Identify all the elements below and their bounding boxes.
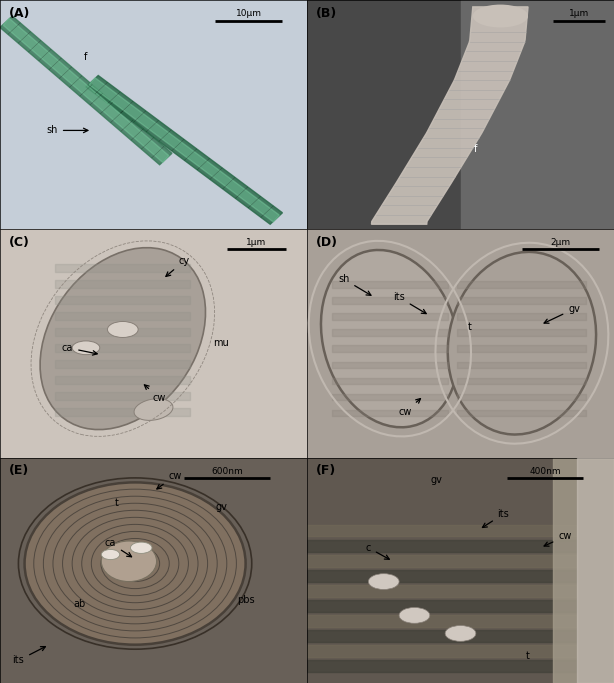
- Polygon shape: [553, 458, 614, 683]
- Text: f: f: [84, 52, 88, 62]
- Text: cw: cw: [144, 385, 166, 403]
- Text: t: t: [526, 651, 530, 661]
- Text: mu: mu: [213, 338, 229, 348]
- Ellipse shape: [72, 341, 99, 354]
- Text: cw: cw: [398, 399, 421, 417]
- Text: ca: ca: [105, 538, 131, 557]
- Text: cw: cw: [544, 531, 572, 546]
- Ellipse shape: [368, 574, 399, 589]
- Ellipse shape: [473, 5, 528, 27]
- Text: cw: cw: [157, 471, 182, 489]
- Text: c: c: [366, 543, 389, 559]
- Text: (B): (B): [316, 7, 338, 20]
- Text: 400nm: 400nm: [529, 466, 561, 475]
- Text: ab: ab: [74, 599, 86, 609]
- Circle shape: [101, 541, 157, 581]
- Ellipse shape: [321, 250, 459, 428]
- Text: gv: gv: [215, 502, 227, 512]
- Ellipse shape: [107, 322, 138, 337]
- Text: 1μm: 1μm: [569, 10, 589, 18]
- Text: (A): (A): [9, 7, 31, 20]
- Text: its: its: [12, 647, 45, 665]
- Text: (F): (F): [316, 464, 336, 477]
- Text: 2μm: 2μm: [550, 238, 570, 247]
- Polygon shape: [307, 0, 460, 229]
- Polygon shape: [0, 16, 172, 165]
- Text: f: f: [474, 143, 478, 154]
- Text: cy: cy: [166, 256, 190, 277]
- Ellipse shape: [448, 252, 596, 434]
- Polygon shape: [3, 18, 169, 163]
- Text: gv: gv: [430, 475, 442, 485]
- Ellipse shape: [40, 248, 206, 430]
- Text: its: its: [393, 292, 426, 313]
- Text: its: its: [483, 509, 510, 527]
- Polygon shape: [89, 78, 279, 222]
- Text: (D): (D): [316, 236, 338, 249]
- Text: 10μm: 10μm: [236, 10, 262, 18]
- Text: pbs: pbs: [237, 595, 254, 604]
- Ellipse shape: [399, 607, 430, 624]
- Polygon shape: [460, 0, 614, 229]
- Polygon shape: [86, 76, 282, 224]
- Text: ca: ca: [62, 343, 97, 355]
- Text: gv: gv: [544, 304, 580, 323]
- Polygon shape: [577, 458, 614, 683]
- Ellipse shape: [101, 549, 120, 559]
- Text: 600nm: 600nm: [211, 466, 243, 475]
- Text: 1μm: 1μm: [246, 238, 266, 247]
- Text: t: t: [468, 322, 472, 332]
- Text: sh: sh: [47, 126, 88, 135]
- Ellipse shape: [445, 626, 476, 641]
- Text: t: t: [115, 498, 119, 507]
- Polygon shape: [371, 7, 528, 224]
- Text: (C): (C): [9, 236, 30, 249]
- Circle shape: [25, 482, 246, 645]
- Text: (E): (E): [9, 464, 29, 477]
- Text: sh: sh: [338, 274, 371, 295]
- Ellipse shape: [134, 399, 173, 420]
- Ellipse shape: [130, 542, 152, 553]
